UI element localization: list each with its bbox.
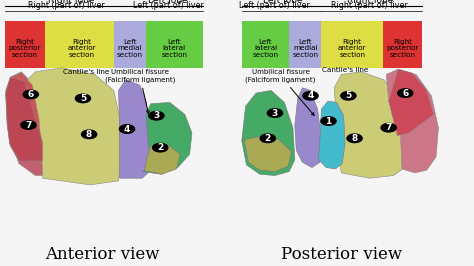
Circle shape xyxy=(153,143,168,152)
Text: 7: 7 xyxy=(25,120,32,130)
Circle shape xyxy=(75,94,91,103)
Circle shape xyxy=(23,90,38,99)
Bar xyxy=(321,21,383,68)
Text: Left (part of) liver: Left (part of) liver xyxy=(133,1,204,10)
Text: 1: 1 xyxy=(325,117,332,126)
Text: 6: 6 xyxy=(27,90,34,99)
Text: 7: 7 xyxy=(385,123,392,132)
Circle shape xyxy=(267,109,283,117)
Text: Left
medial
section: Left medial section xyxy=(292,39,318,58)
Text: 3: 3 xyxy=(272,109,278,118)
Text: 5: 5 xyxy=(345,91,352,100)
Circle shape xyxy=(381,123,396,132)
Circle shape xyxy=(149,111,164,120)
Text: Right (part of) liver: Right (part of) liver xyxy=(28,1,105,10)
Text: Left (part of) liver: Left (part of) liver xyxy=(239,1,310,10)
Bar xyxy=(242,21,289,68)
Polygon shape xyxy=(118,80,151,178)
Polygon shape xyxy=(389,69,434,136)
Text: Left lobe: Left lobe xyxy=(263,0,302,5)
Text: 4: 4 xyxy=(124,124,130,134)
Bar xyxy=(146,21,203,68)
Polygon shape xyxy=(244,136,292,172)
Polygon shape xyxy=(242,90,295,176)
Polygon shape xyxy=(319,101,345,169)
Text: 2: 2 xyxy=(157,143,164,152)
Polygon shape xyxy=(6,77,43,161)
Bar xyxy=(45,21,114,68)
Circle shape xyxy=(398,89,413,97)
Circle shape xyxy=(341,92,356,100)
Text: Cantlie's line: Cantlie's line xyxy=(322,66,368,73)
Text: 4: 4 xyxy=(307,91,314,100)
Text: Umbilical fissure
(Falciform ligament): Umbilical fissure (Falciform ligament) xyxy=(105,69,175,113)
Text: Right
posterior
section: Right posterior section xyxy=(9,39,41,58)
Polygon shape xyxy=(145,145,180,174)
Text: Right
anterior
section: Right anterior section xyxy=(67,39,96,58)
Text: 3: 3 xyxy=(153,111,160,120)
Text: Umbilical fissure
(Falciform ligament): Umbilical fissure (Falciform ligament) xyxy=(246,69,316,115)
Text: Right lobe: Right lobe xyxy=(48,0,94,5)
Bar xyxy=(114,21,146,68)
Polygon shape xyxy=(334,72,409,178)
Polygon shape xyxy=(27,68,121,185)
Circle shape xyxy=(303,92,318,100)
Polygon shape xyxy=(386,69,438,173)
Polygon shape xyxy=(295,88,321,168)
Circle shape xyxy=(82,130,97,139)
Text: 8: 8 xyxy=(86,130,92,139)
Text: Right lobe: Right lobe xyxy=(346,0,393,5)
Polygon shape xyxy=(142,102,192,174)
Text: 8: 8 xyxy=(351,134,358,143)
Text: Right (part of) liver: Right (part of) liver xyxy=(331,1,408,10)
Circle shape xyxy=(119,125,135,133)
Text: Left
lateral
section: Left lateral section xyxy=(253,39,278,58)
Circle shape xyxy=(21,121,36,129)
Text: Left
medial
section: Left medial section xyxy=(117,39,143,58)
Circle shape xyxy=(321,117,336,125)
Polygon shape xyxy=(6,73,42,161)
Text: Left
lateral
section: Left lateral section xyxy=(162,39,187,58)
Text: 6: 6 xyxy=(402,89,409,98)
Text: Right
posterior
section: Right posterior section xyxy=(386,39,419,58)
Bar xyxy=(5,21,45,68)
Circle shape xyxy=(347,134,362,143)
Text: Anterior view: Anterior view xyxy=(45,246,159,263)
Text: Cantlie's line: Cantlie's line xyxy=(63,69,109,75)
Circle shape xyxy=(260,134,275,143)
Bar xyxy=(383,21,422,68)
Text: Right
anterior
section: Right anterior section xyxy=(338,39,366,58)
Text: 2: 2 xyxy=(264,134,271,143)
Text: 5: 5 xyxy=(80,94,86,103)
Text: Posterior view: Posterior view xyxy=(281,246,402,263)
Text: Left lobe: Left lobe xyxy=(148,0,188,5)
Polygon shape xyxy=(6,72,46,176)
Bar xyxy=(289,21,321,68)
